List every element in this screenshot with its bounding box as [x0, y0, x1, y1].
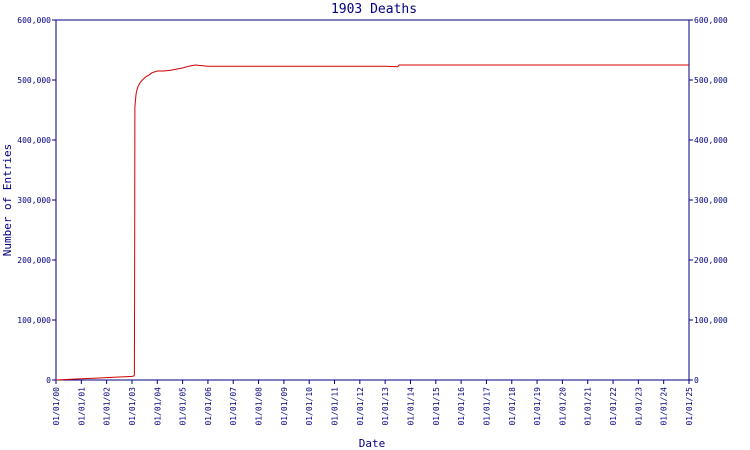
y-tick-label-left: 200,000 — [17, 256, 51, 265]
y-tick-label-left: 0 — [46, 376, 51, 385]
x-tick-label: 01/01/08 — [255, 387, 264, 426]
series-line — [55, 64, 689, 381]
x-tick-label: 01/01/07 — [229, 387, 238, 426]
y-tick-label-left: 300,000 — [17, 196, 51, 205]
x-tick-label: 01/01/18 — [508, 387, 517, 426]
x-tick-label: 01/01/05 — [179, 387, 188, 426]
x-tick-label: 01/01/21 — [584, 387, 593, 426]
y-tick-label-right: 600,000 — [694, 16, 728, 25]
x-tick-label: 01/01/02 — [103, 387, 112, 426]
y-tick-label-right: 500,000 — [694, 76, 728, 85]
x-tick-label: 01/01/22 — [609, 387, 618, 426]
y-tick-label-left: 600,000 — [17, 16, 51, 25]
x-tick-label: 01/01/25 — [685, 387, 694, 426]
x-tick-label: 01/01/24 — [660, 387, 669, 426]
x-tick-label: 01/01/15 — [432, 387, 441, 426]
x-tick-label: 01/01/12 — [356, 387, 365, 426]
y-tick-label-right: 100,000 — [694, 316, 728, 325]
x-tick-label: 01/01/09 — [280, 387, 289, 426]
x-tick-label: 01/01/20 — [558, 387, 567, 426]
x-tick-label: 01/01/00 — [52, 387, 61, 426]
y-tick-label-left: 100,000 — [17, 316, 51, 325]
x-tick-label: 01/01/11 — [331, 387, 340, 426]
x-tick-label: 01/01/10 — [305, 387, 314, 426]
y-tick-label-right: 300,000 — [694, 196, 728, 205]
x-tick-label: 01/01/04 — [153, 387, 162, 426]
y-axis-label: Number of Entries — [1, 144, 14, 257]
x-axis-label: Date — [359, 437, 386, 450]
y-tick-label-left: 400,000 — [17, 136, 51, 145]
y-tick-label-right: 400,000 — [694, 136, 728, 145]
x-tick-label: 01/01/16 — [457, 387, 466, 426]
x-tick-label: 01/01/17 — [482, 387, 491, 426]
y-tick-label-right: 0 — [694, 376, 699, 385]
x-tick-label: 01/01/19 — [533, 387, 542, 426]
x-tick-label: 01/01/01 — [77, 387, 86, 426]
chart-title: 1903 Deaths — [331, 2, 417, 17]
y-tick-label-left: 500,000 — [17, 76, 51, 85]
x-tick-label: 01/01/23 — [634, 387, 643, 426]
x-tick-label: 01/01/13 — [381, 387, 390, 426]
y-tick-label-right: 200,000 — [694, 256, 728, 265]
x-tick-label: 01/01/06 — [204, 387, 213, 426]
x-tick-label: 01/01/14 — [406, 387, 415, 426]
x-tick-label: 01/01/03 — [128, 387, 137, 426]
